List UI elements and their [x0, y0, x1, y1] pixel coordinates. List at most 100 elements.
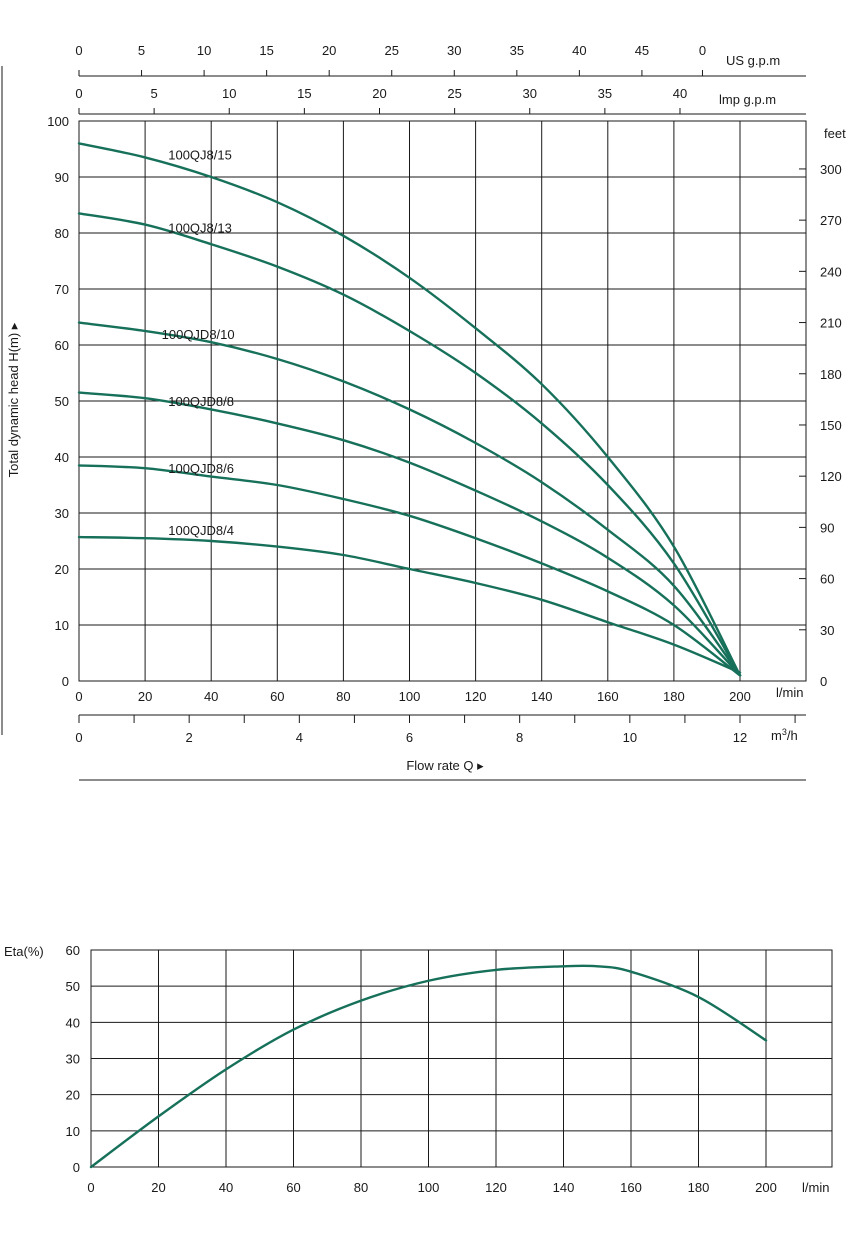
head-x-tick-label-6: 120 — [465, 689, 487, 704]
us-gpm-unit: US g.p.m — [726, 53, 780, 68]
head-x-tick-label-2: 40 — [204, 689, 218, 704]
imp-gpm-unit: lmp g.p.m — [719, 92, 776, 107]
m3h-tick-label-6: 12 — [733, 730, 747, 745]
head-x-tick-label-8: 160 — [597, 689, 619, 704]
imp-gpm-tick-label-3: 15 — [297, 86, 311, 101]
head-curves — [77, 142, 742, 677]
eta-curve-0 — [89, 964, 768, 1169]
feet-tick-label-6: 180 — [820, 367, 842, 382]
m3h-tick-label-4: 8 — [516, 730, 523, 745]
imp-gpm-tick-label-8: 40 — [673, 86, 687, 101]
eta-x-tick-label-9: 180 — [688, 1180, 710, 1195]
imp-gpm-tick-label-4: 20 — [372, 86, 386, 101]
eta-x-tick-label-8: 160 — [620, 1180, 642, 1195]
imp-gpm-tick-label-6: 30 — [523, 86, 537, 101]
efficiency-grid — [90, 949, 833, 1168]
feet-tick-label-7: 210 — [820, 316, 842, 331]
head-x-tick-label-9: 180 — [663, 689, 685, 704]
head-axis-title: Total dynamic head H(m) ▸ — [6, 322, 21, 477]
eta-x-tick-label-0: 0 — [87, 1180, 94, 1195]
eta-y-tick-label-5: 50 — [66, 979, 80, 994]
feet-tick-label-10: 300 — [820, 162, 842, 177]
feet-tick-label-1: 30 — [820, 623, 834, 638]
head-curve-label-3: 100QJD8/8 — [168, 394, 234, 409]
m3h-tick-label-5: 10 — [623, 730, 637, 745]
m3h-tick-label-3: 6 — [406, 730, 413, 745]
eta-x-tick-label-3: 60 — [286, 1180, 300, 1195]
head-curve-labels: 100QJ8/15 100QJ8/13 100QJD8/10 100QJD8/8 100… — [162, 148, 235, 538]
imp-gpm-tick-label-7: 35 — [598, 86, 612, 101]
flow-axis-title: Flow rate Q ▸ — [406, 758, 484, 773]
head-y-tick-label-5: 50 — [55, 394, 69, 409]
us-gpm-tick-label-6: 30 — [447, 43, 461, 58]
head-x-tick-label-3: 60 — [270, 689, 284, 704]
x-unit-lmin: l/min — [776, 685, 803, 700]
eta-x-tick-label-7: 140 — [553, 1180, 575, 1195]
head-x-tick-label-5: 100 — [399, 689, 421, 704]
imp-gpm-tick-label-5: 25 — [447, 86, 461, 101]
head-curve-label-0: 100QJ8/15 — [168, 148, 232, 163]
eta-y-tick-label-3: 30 — [66, 1052, 80, 1067]
imp-gpm-tick-label-0: 0 — [75, 86, 82, 101]
m3h-unit-sup: 3 — [782, 727, 787, 737]
feet-unit: feet — [824, 126, 846, 141]
us-gpm-tick-label-2: 10 — [197, 43, 211, 58]
head-x-tick-label-1: 20 — [138, 689, 152, 704]
eta-y-tick-label-2: 20 — [66, 1088, 80, 1103]
eta-y-tick-label-0: 0 — [73, 1160, 80, 1175]
head-curve-4 — [77, 464, 742, 677]
us-gpm-tick-label-0: 0 — [75, 43, 82, 58]
eta-y-tick-label-1: 10 — [66, 1124, 80, 1139]
efficiency-chart: 0 10 20 30 40 50 60 0 20 40 60 80 100 120 140 160 180 200… — [4, 943, 833, 1195]
head-y-tick-label-2: 20 — [55, 562, 69, 577]
eta-x-tick-label-5: 100 — [418, 1180, 440, 1195]
us-gpm-tick-label-5: 25 — [385, 43, 399, 58]
head-curve-3 — [77, 391, 742, 677]
head-y-tick-label-3: 30 — [55, 506, 69, 521]
head-y-tick-label-10: 100 — [47, 114, 69, 129]
head-x-tick-label-4: 80 — [336, 689, 350, 704]
feet-tick-label-3: 90 — [820, 520, 834, 535]
m3h-tick-label-1: 2 — [186, 730, 193, 745]
eta-x-tick-label-10: 200 — [755, 1180, 777, 1195]
feet-tick-label-5: 150 — [820, 418, 842, 433]
head-y-tick-label-8: 80 — [55, 226, 69, 241]
head-curve-5 — [77, 535, 742, 674]
head-y-tick-label-4: 40 — [55, 450, 69, 465]
head-y-tick-label-9: 90 — [55, 170, 69, 185]
m3h-tick-label-0: 0 — [75, 730, 82, 745]
head-curve-label-4: 100QJD8/6 — [168, 461, 234, 476]
m3h-unit-suffix: /h — [787, 728, 798, 743]
eta-x-tick-label-2: 40 — [219, 1180, 233, 1195]
us-gpm-tick-label-9: 45 — [635, 43, 649, 58]
head-grid — [78, 120, 807, 682]
head-curve-label-5: 100QJD8/4 — [168, 523, 234, 538]
m3h-unit: m3/h — [771, 727, 798, 743]
head-curve-0 — [77, 142, 742, 677]
head-y-tick-label-6: 60 — [55, 338, 69, 353]
efficiency-axes: 0 10 20 30 40 50 60 0 20 40 60 80 100 120 140 160 180 200 — [66, 943, 777, 1195]
imp-gpm-tick-label-2: 10 — [222, 86, 236, 101]
us-gpm-tick-label-3: 15 — [259, 43, 273, 58]
feet-tick-label-9: 270 — [820, 213, 842, 228]
head-x-tick-label-0: 0 — [75, 689, 82, 704]
eta-y-tick-label-4: 40 — [66, 1015, 80, 1030]
head-x-tick-label-10: 200 — [729, 689, 751, 704]
m3h-unit-base: m — [771, 728, 782, 743]
us-gpm-tick-label-4: 20 — [322, 43, 336, 58]
eta-x-tick-label-6: 120 — [485, 1180, 507, 1195]
eta-axis-title: Eta(%) — [4, 944, 44, 959]
head-curve-label-2: 100QJD8/10 — [162, 327, 235, 342]
eta-y-tick-label-6: 60 — [66, 943, 80, 958]
head-curve-label-1: 100QJ8/13 — [168, 220, 232, 235]
head-y-tick-label-7: 70 — [55, 282, 69, 297]
eta-x-tick-label-1: 20 — [151, 1180, 165, 1195]
feet-tick-label-4: 120 — [820, 469, 842, 484]
us-gpm-tick-label-end: 0 — [699, 43, 706, 58]
us-gpm-tick-label-7: 35 — [510, 43, 524, 58]
head-curve-2 — [77, 321, 742, 677]
feet-tick-label-0: 0 — [820, 674, 827, 689]
